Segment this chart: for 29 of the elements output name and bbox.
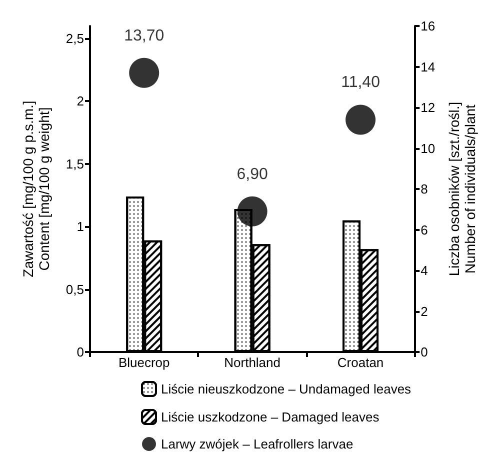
y-tick-label: 2,5 [66,31,84,46]
y-tick-label: 2 [76,94,84,109]
legend-label: Larwy zwójek – Leafrollers larvae [161,436,354,452]
y-axis-title: Zawartość [mg/100 g p.s.m.] Content [mg/100 g weight] [20,100,52,278]
y2-tick-label: 14 [420,59,436,74]
y-tick-label: 1 [76,219,84,234]
data-label: 13,70 [124,27,164,44]
data-label: 11,40 [341,74,380,92]
y2-tick-label: 4 [420,263,428,278]
y2-tick-label: 6 [420,222,428,238]
y-tick-label: 0,5 [66,282,84,297]
x-tick-label: Northland [224,355,281,370]
point [129,58,160,88]
y2-tick-label: 0 [420,344,428,360]
y2-axis-title: Liczba osobników [szt./rośl.] Number of individuals/plant [446,102,478,276]
y2-tick-label: 8 [420,182,428,196]
y-tick-label: 1,5 [66,156,84,172]
data-label: 6,90 [236,166,268,183]
legend-label: Liście uszkodzone – Damaged leaves [161,410,380,424]
x-tick-label: Bluecrop [118,355,170,370]
x-tick-label: Croatan [337,355,384,370]
y2-tick-label: 2 [420,304,428,319]
y2-tick-label: 10 [420,140,436,156]
point [237,196,268,226]
y-tick-label: 0 [76,344,84,360]
legend-label: Liście nieuszkodzone – Undamaged leaves [161,382,412,396]
point [346,104,376,135]
y2-tick-label: 16 [420,18,436,34]
y2-tick-label: 12 [420,100,436,115]
